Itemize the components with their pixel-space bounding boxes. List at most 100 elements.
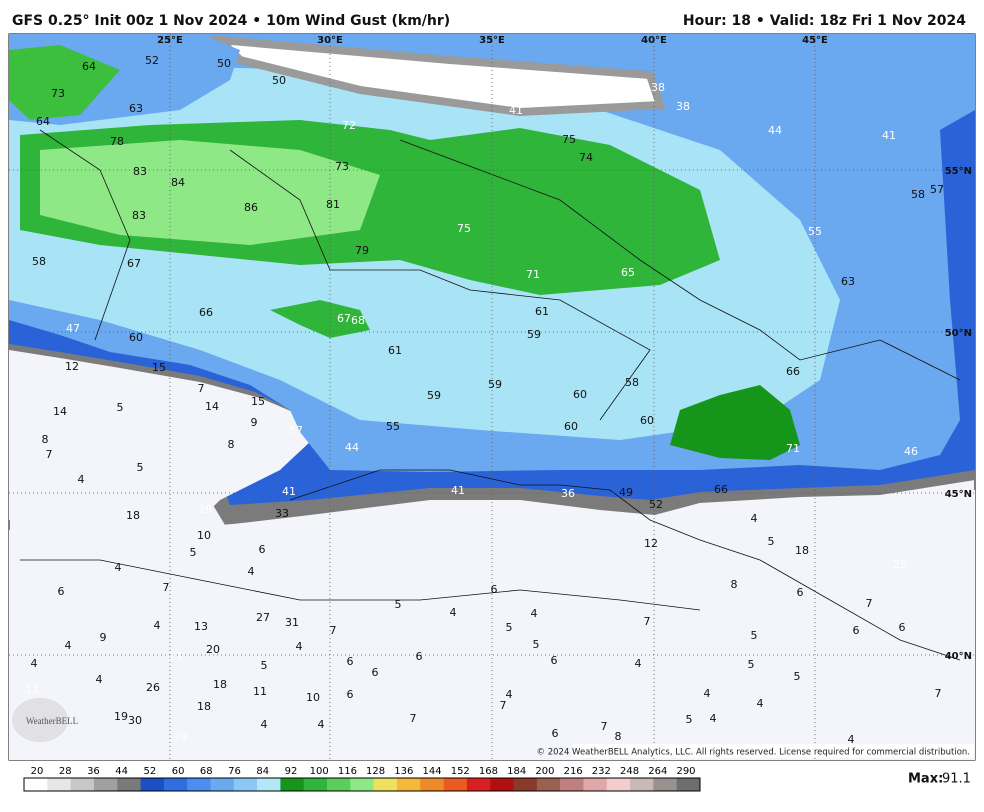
colorbar-tick: 128	[366, 766, 385, 777]
gust-value: 6	[416, 650, 423, 663]
colorbar-swatch	[443, 778, 468, 791]
colorbar-tick: 232	[592, 766, 611, 777]
colorbar-tick: 60	[172, 766, 185, 777]
colorbar-tick: 144	[422, 766, 441, 777]
gust-value: 38	[651, 81, 665, 94]
gust-value: 29	[198, 503, 212, 516]
gust-value: 4	[751, 512, 758, 525]
gust-value: 6	[491, 583, 498, 596]
gust-value: 4	[450, 606, 457, 619]
gust-value: 60	[640, 414, 654, 427]
gust-value: 7	[500, 699, 507, 712]
gust-value: 4	[154, 619, 161, 632]
colorbar-tick: 116	[338, 766, 357, 777]
gust-value: 13	[194, 620, 208, 633]
colorbar-tick: 76	[228, 766, 241, 777]
colorbar-swatch	[233, 778, 258, 791]
gust-value: 5	[137, 461, 144, 474]
colorbar-swatch	[676, 778, 701, 791]
gust-value: 79	[355, 244, 369, 257]
gust-value: 5	[506, 621, 513, 634]
colorbar-swatch	[140, 778, 165, 791]
gust-value: 36	[561, 487, 575, 500]
colorbar-swatch	[210, 778, 235, 791]
gust-value: 6	[899, 621, 906, 634]
colorbar-tick: 84	[256, 766, 269, 777]
gust-value: 20	[206, 643, 220, 656]
colorbar-tick: 264	[648, 766, 667, 777]
gust-value: 4	[115, 561, 122, 574]
colorbar-swatch	[350, 778, 374, 791]
gust-value: 55	[386, 420, 400, 433]
gust-value: 4	[710, 712, 717, 725]
colorbar-swatch	[420, 778, 444, 791]
colorbar-swatch	[303, 778, 328, 791]
gust-value: 4	[757, 697, 764, 710]
copyright-bg	[572, 744, 974, 758]
gust-value: 71	[526, 268, 540, 281]
gust-value: 60	[573, 388, 587, 401]
lat-label: 40°N	[945, 651, 972, 662]
gust-value: 18	[795, 544, 809, 557]
colorbar-swatch	[653, 778, 677, 791]
borders	[20, 129, 961, 661]
gust-value: 65	[621, 266, 635, 279]
gust-value: 41	[451, 484, 465, 497]
gust-value: 6	[372, 666, 379, 679]
gust-value: 5	[533, 638, 540, 651]
colorbar-swatch	[536, 778, 561, 791]
colorbar-swatch	[490, 778, 514, 791]
gust-value: 12	[644, 537, 658, 550]
gust-value: 4	[65, 639, 72, 652]
lon-label: 25°E	[157, 35, 183, 46]
max-value: 91.1	[942, 772, 971, 787]
colorbar-swatch	[93, 778, 118, 791]
gust-value: 5	[768, 535, 775, 548]
lon-label: 35°E	[479, 35, 505, 46]
colorbar-swatch	[606, 778, 631, 791]
colorbar-tick: 100	[310, 766, 329, 777]
gust-value: 6	[551, 654, 558, 667]
gust-value: 6	[347, 688, 354, 701]
gust-value: 86	[244, 201, 258, 214]
gust-value: 31	[285, 616, 299, 629]
colorbar-swatch	[396, 778, 421, 791]
gust-value: 8	[615, 730, 622, 743]
gust-value: 58	[911, 188, 925, 201]
gust-value: 4	[261, 718, 268, 731]
gust-value: 47	[66, 322, 80, 335]
colorbar-swatch	[373, 778, 398, 791]
gust-value: 58	[625, 376, 639, 389]
gust-value: 10	[197, 529, 211, 542]
colorbar-swatch	[280, 778, 305, 791]
gust-value: 4	[635, 657, 642, 670]
gust-value: 30	[128, 714, 142, 727]
lat-label: 50°N	[945, 328, 972, 339]
gust-value: 41	[882, 129, 896, 142]
gust-value: 73	[335, 160, 349, 173]
lon-label: 30°E	[317, 35, 343, 46]
gust-value: 60	[564, 420, 578, 433]
lat-label: 55°N	[945, 166, 972, 177]
gust-value: 4	[31, 657, 38, 670]
gust-value: 7	[935, 687, 942, 700]
colorbar-frame	[23, 777, 701, 792]
gust-value: 75	[457, 222, 471, 235]
gust-value: 63	[129, 102, 143, 115]
gust-value: 39	[173, 731, 187, 744]
gust-value: 18	[197, 700, 211, 713]
gust-value: 52	[649, 498, 663, 511]
colorbar-tick: 136	[394, 766, 413, 777]
colorbar-tick: 168	[479, 766, 498, 777]
gust-value: 7	[644, 615, 651, 628]
lon-label: 45°E	[802, 35, 828, 46]
gust-value: 78	[110, 135, 124, 148]
gust-value: 9	[100, 631, 107, 644]
graticule	[9, 34, 975, 760]
gust-value: 4	[78, 473, 85, 486]
gust-value: 46	[904, 445, 918, 458]
gust-value: 7	[866, 597, 873, 610]
gust-green-east	[670, 385, 800, 460]
colorbar-tick: 68	[200, 766, 213, 777]
gust-value: 50	[217, 57, 231, 70]
